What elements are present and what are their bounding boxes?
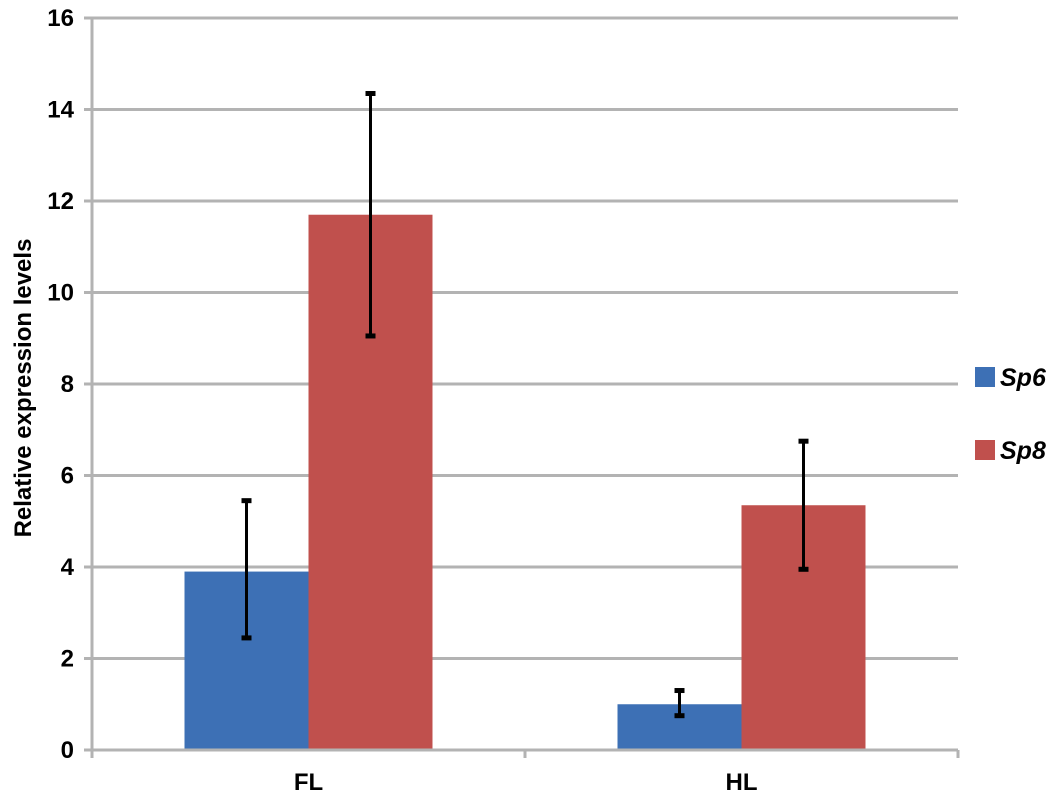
- legend-swatch-sp8: [975, 440, 995, 460]
- legend-label-sp6: Sp6: [1000, 364, 1047, 392]
- y-axis-title: Relative expression levels: [10, 239, 37, 538]
- legend-swatch-sp6: [975, 367, 995, 387]
- legend-label-sp8: Sp8: [1000, 437, 1046, 465]
- y-tick-label: 12: [47, 188, 74, 215]
- legend: Sp6 Sp8: [975, 364, 1047, 465]
- axes: 0 2 4 6 8 10 12 14 16 FL HL: [47, 5, 960, 796]
- gridlines: [92, 16, 958, 660]
- x-tick-label: FL: [294, 769, 323, 796]
- y-tick-label: 16: [47, 5, 74, 32]
- y-tick-label: 8: [61, 371, 74, 398]
- y-tick-label: 10: [47, 280, 74, 307]
- y-tick-label: 2: [61, 646, 74, 673]
- y-tick-label: 4: [61, 554, 75, 581]
- y-tick-label: 0: [61, 737, 74, 764]
- y-tick-label: 6: [61, 463, 74, 490]
- y-tick-label: 14: [47, 97, 74, 124]
- x-tick-label: HL: [726, 769, 758, 796]
- error-bars: [241, 90, 809, 719]
- bars: [184, 214, 866, 751]
